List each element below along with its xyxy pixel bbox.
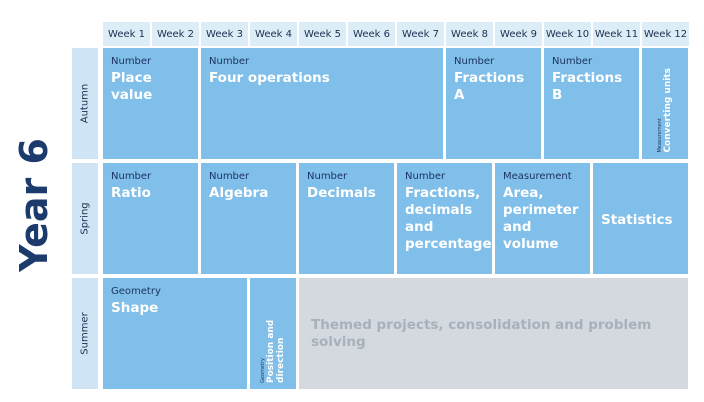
topic-category: Number (405, 171, 446, 182)
topic-category: Number (307, 171, 348, 182)
topic-title: Ratio (111, 185, 151, 201)
topic-title: Themed projects, consolidation and probl… (311, 316, 652, 350)
term-label-box: Autumn (72, 48, 98, 159)
topic-block: Number Algebra (201, 163, 296, 274)
topic-text: Measurement Converting units (657, 68, 674, 153)
year-title-box: Year 6 (4, 130, 64, 280)
topic-category: Number (111, 171, 152, 182)
topic-block: Measurement Area, perimeter and volume (495, 163, 590, 274)
week-header: Week 5 (299, 22, 346, 46)
topic-title: Place value (111, 70, 153, 103)
week-header: Week 8 (446, 22, 493, 46)
topic-block: Measurement Converting units (642, 48, 688, 159)
topic-block: Number Ratio (103, 163, 198, 274)
week-header: Week 12 (642, 22, 689, 46)
topic-block: Number Fractions A (446, 48, 541, 159)
topic-category: Measurement (656, 118, 663, 153)
week-header: Week 1 (103, 22, 150, 46)
topic-title: Position and direction (265, 319, 286, 383)
topic-block: Statistics (593, 163, 688, 274)
week-header: Week 4 (250, 22, 297, 46)
topic-block: Number Place value (103, 48, 198, 159)
topic-title: Fractions A (454, 70, 525, 103)
topic-title: Four operations (209, 70, 330, 86)
topic-category: Measurement (503, 171, 572, 182)
week-header: Week 2 (152, 22, 199, 46)
term-label: Summer (79, 312, 91, 355)
week-header: Week 11 (593, 22, 640, 46)
week-header: Week 3 (201, 22, 248, 46)
week-header: Week 9 (495, 22, 542, 46)
week-header: Week 10 (544, 22, 591, 46)
topic-block: Number Four operations (201, 48, 443, 159)
topic-block: Number Decimals (299, 163, 394, 274)
topic-block: Number Fractions, decimals and percentage… (397, 163, 492, 274)
week-header: Week 7 (397, 22, 444, 46)
topic-title: Decimals (307, 185, 376, 201)
topic-category: Number (454, 56, 495, 67)
topic-category: Number (111, 56, 152, 67)
topic-category: Number (209, 56, 250, 67)
topic-block: Themed projects, consolidation and probl… (299, 278, 688, 389)
term-label-box: Summer (72, 278, 98, 389)
topic-title: Area, perimeter and volume (503, 185, 579, 252)
topic-title: Statistics (601, 211, 673, 228)
term-label: Spring (79, 202, 91, 235)
week-header: Week 6 (348, 22, 395, 46)
topic-category: Geometry (111, 286, 161, 297)
topic-title: Fractions, decimals and percentages (405, 185, 492, 252)
year-title: Year 6 (12, 138, 57, 272)
topic-category: Number (552, 56, 593, 67)
topic-category: Geometry (259, 358, 266, 383)
term-label: Autumn (79, 83, 91, 124)
term-label-box: Spring (72, 163, 98, 274)
topic-block: Geometry Position and direction (250, 278, 296, 389)
topic-text: Geometry Position and direction (260, 284, 287, 383)
topic-title: Fractions B (552, 70, 623, 103)
topic-block: Number Fractions B (544, 48, 639, 159)
topic-category: Number (209, 171, 250, 182)
topic-title: Converting units (662, 68, 673, 153)
topic-title: Algebra (209, 185, 269, 201)
topic-title: Shape (111, 300, 159, 316)
topic-block: Geometry Shape (103, 278, 247, 389)
